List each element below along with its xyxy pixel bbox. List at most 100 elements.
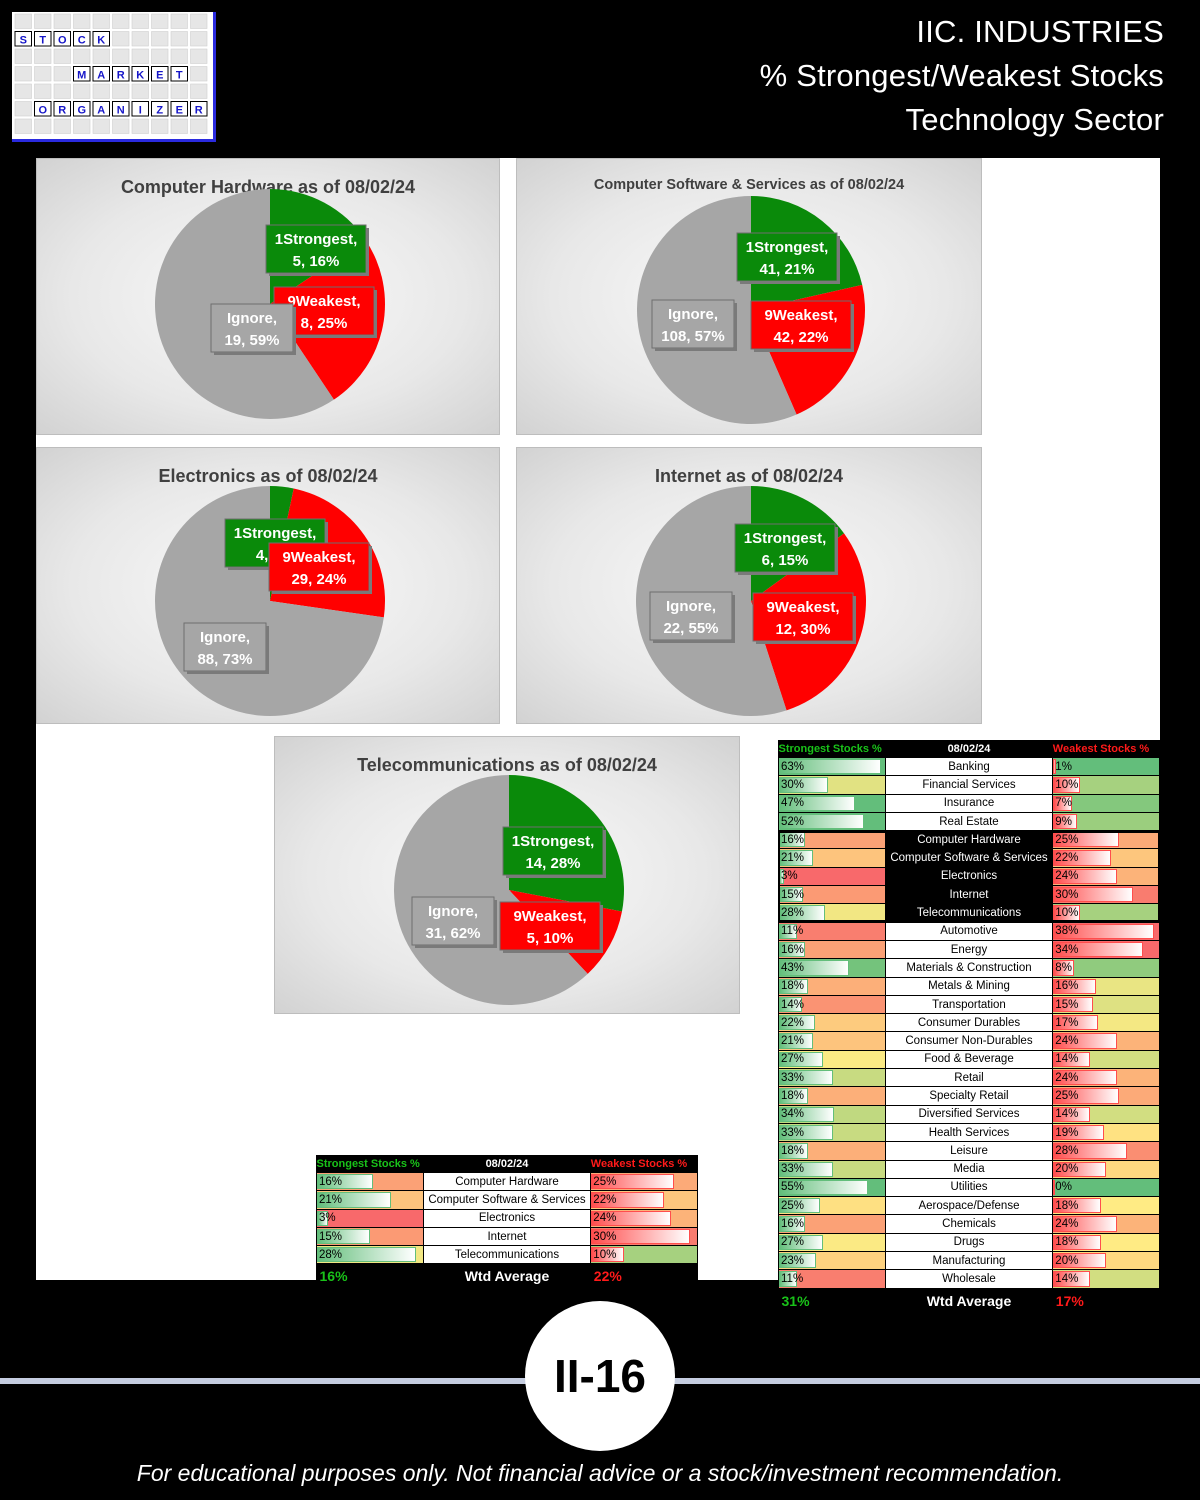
weakest-bar: [1053, 1216, 1117, 1232]
wtd-avg-label: Wtd Average: [885, 1288, 1053, 1313]
strongest-cell: 11%: [778, 921, 886, 941]
svg-text:Ignore,: Ignore,: [200, 629, 250, 646]
strongest-bar: [779, 1198, 820, 1214]
strongest-bar: [779, 1143, 809, 1159]
table-row: 55% Utilities 0%: [778, 1177, 1160, 1198]
strongest-cell: 30%: [778, 775, 886, 795]
strongest-cell: 16%: [778, 939, 886, 960]
weakest-cell: 24%: [1052, 866, 1160, 887]
svg-text:22, 55%: 22, 55%: [663, 620, 718, 637]
table-footer: 31% Wtd Average 17%: [778, 1288, 1160, 1313]
table-row: 3% Electronics 24%: [778, 866, 1160, 887]
pie-title: Computer Software & Services as of 08/02…: [594, 177, 904, 193]
weakest-bar: [1053, 813, 1078, 830]
strongest-bar: [779, 1015, 815, 1031]
svg-text:31, 62%: 31, 62%: [425, 925, 480, 942]
svg-text:O: O: [58, 35, 67, 47]
svg-text:Ignore,: Ignore,: [428, 903, 478, 920]
industry-name: Health Services: [884, 1122, 1054, 1143]
charts-panel: Computer Hardware as of 08/02/24 1Stronge…: [36, 158, 1160, 1313]
weakest-cell: 7%: [1052, 793, 1160, 813]
table-row: 33% Media 20%: [778, 1159, 1160, 1179]
svg-text:Ignore,: Ignore,: [666, 598, 716, 615]
pie-label-1strongest: 1Strongest, 6, 15%: [734, 523, 838, 575]
page-header: IIC. INDUSTRIES % Strongest/Weakest Stoc…: [760, 10, 1164, 142]
strongest-cell: 33%: [778, 1068, 886, 1088]
pie-label-ignore: Ignore, 31, 62%: [411, 896, 497, 948]
svg-text:A: A: [97, 105, 105, 117]
weakest-cell: 28%: [1052, 1141, 1160, 1161]
weakest-cell: 18%: [1052, 1196, 1160, 1216]
wtd-avg-label: Wtd Average: [423, 1263, 591, 1289]
strongest-bar: [779, 978, 809, 994]
strongest-cell: 33%: [778, 1122, 886, 1143]
svg-text:C: C: [78, 35, 86, 47]
header-date: 08/02/24: [485, 1157, 529, 1170]
strongest-bar: [779, 1216, 805, 1232]
weakest-bar: [1053, 1033, 1117, 1049]
strongest-cell: 14%: [778, 994, 886, 1015]
table-row: 27% Drugs 18%: [778, 1232, 1160, 1253]
weakest-cell: 22%: [590, 1190, 698, 1210]
weakest-bar: [1053, 1070, 1117, 1086]
disclaimer: For educational purposes only. Not finan…: [136, 1460, 1064, 1486]
pie-label-ignore: Ignore, 19, 59%: [210, 303, 296, 355]
weakest-bar: [591, 1174, 674, 1190]
weakest-cell: 25%: [1052, 1086, 1160, 1106]
weakest-bar: [1053, 759, 1056, 775]
pie-label-9weakest: 9Weakest, 29, 24%: [268, 542, 372, 594]
industry-name: Leisure: [884, 1141, 1054, 1161]
strongest-cell: 27%: [778, 1049, 886, 1070]
svg-text:5, 16%: 5, 16%: [293, 253, 340, 270]
svg-text:R: R: [117, 70, 125, 82]
weakest-cell: 18%: [1052, 1232, 1160, 1253]
table-row: 28% Telecommunications 10%: [316, 1245, 698, 1265]
table-row: 21% Computer Software & Services 22%: [778, 848, 1160, 868]
strongest-cell: 3%: [778, 866, 886, 887]
weakest-cell: 15%: [1052, 994, 1160, 1015]
weakest-cell: 16%: [1052, 976, 1160, 996]
svg-text:Z: Z: [156, 105, 163, 117]
svg-text:1Strongest,: 1Strongest,: [746, 239, 829, 256]
industry-name: Utilities: [884, 1177, 1054, 1198]
strongest-bar: [779, 960, 849, 976]
weakest-bar: [591, 1210, 671, 1226]
pie-title: Electronics as of 08/02/24: [158, 466, 377, 486]
weakest-bar: [1053, 887, 1133, 903]
strongest-cell: 55%: [778, 1177, 886, 1198]
table-row: 25% Aerospace/Defense 18%: [778, 1196, 1160, 1216]
industry-name: Automotive: [884, 921, 1054, 941]
table-row: 16% Chemicals 24%: [778, 1214, 1160, 1234]
pie-electronics: Electronics as of 08/02/24 1Strongest, 4, …: [36, 447, 500, 724]
strongest-cell: 16%: [778, 1214, 886, 1234]
svg-text:Ignore,: Ignore,: [227, 310, 277, 327]
weakest-bar: [1053, 1271, 1091, 1287]
weakest-cell: 25%: [590, 1171, 698, 1192]
strongest-cell: 15%: [316, 1226, 424, 1247]
header-date: 08/02/24: [947, 742, 991, 755]
strongest-bar: [317, 1174, 374, 1190]
weakest-cell: 30%: [590, 1226, 698, 1247]
strongest-bar: [779, 1271, 797, 1287]
strongest-bar: [779, 1253, 817, 1269]
strongest-cell: 28%: [316, 1245, 424, 1265]
svg-text:T: T: [176, 70, 183, 82]
table-row: 52% Real Estate 9%: [778, 811, 1160, 832]
strongest-bar: [779, 1161, 833, 1177]
strongest-cell: 21%: [316, 1190, 424, 1210]
weakest-bar: [1053, 1253, 1107, 1269]
svg-text:9Weakest,: 9Weakest,: [282, 549, 355, 566]
pie-title: Internet as of 08/02/24: [655, 466, 843, 486]
table-row: 47% Insurance 7%: [778, 793, 1160, 813]
svg-text:M: M: [77, 70, 86, 82]
svg-text:S: S: [20, 35, 27, 47]
page-number: II-16: [525, 1301, 675, 1451]
svg-text:R: R: [195, 105, 203, 117]
table-row: 16% Energy 34%: [778, 939, 1160, 960]
strongest-cell: 11%: [778, 1269, 886, 1289]
weakest-cell: 24%: [1052, 1031, 1160, 1051]
weakest-cell: 10%: [1052, 903, 1160, 923]
weakest-bar: [1053, 1106, 1091, 1122]
strongest-cell: 43%: [778, 958, 886, 978]
